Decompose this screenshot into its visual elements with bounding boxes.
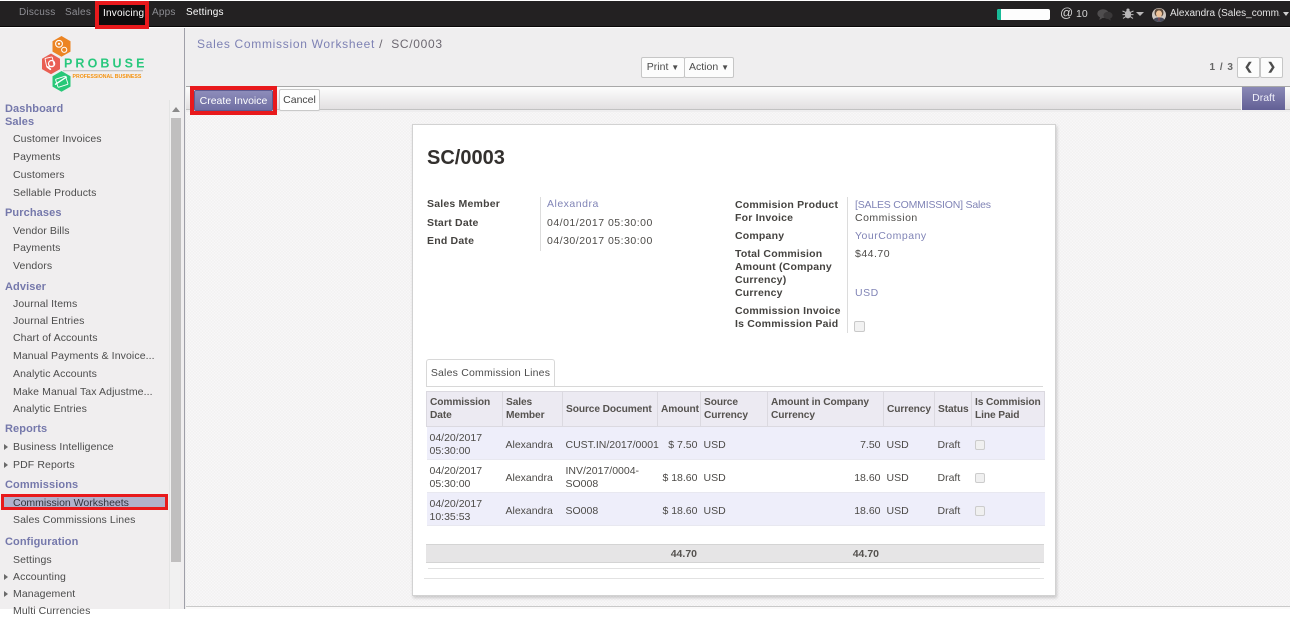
svg-text:PROBUSE: PROBUSE — [64, 57, 148, 71]
svg-text:PROFESSIONAL BUSINESS: PROFESSIONAL BUSINESS — [73, 74, 142, 80]
